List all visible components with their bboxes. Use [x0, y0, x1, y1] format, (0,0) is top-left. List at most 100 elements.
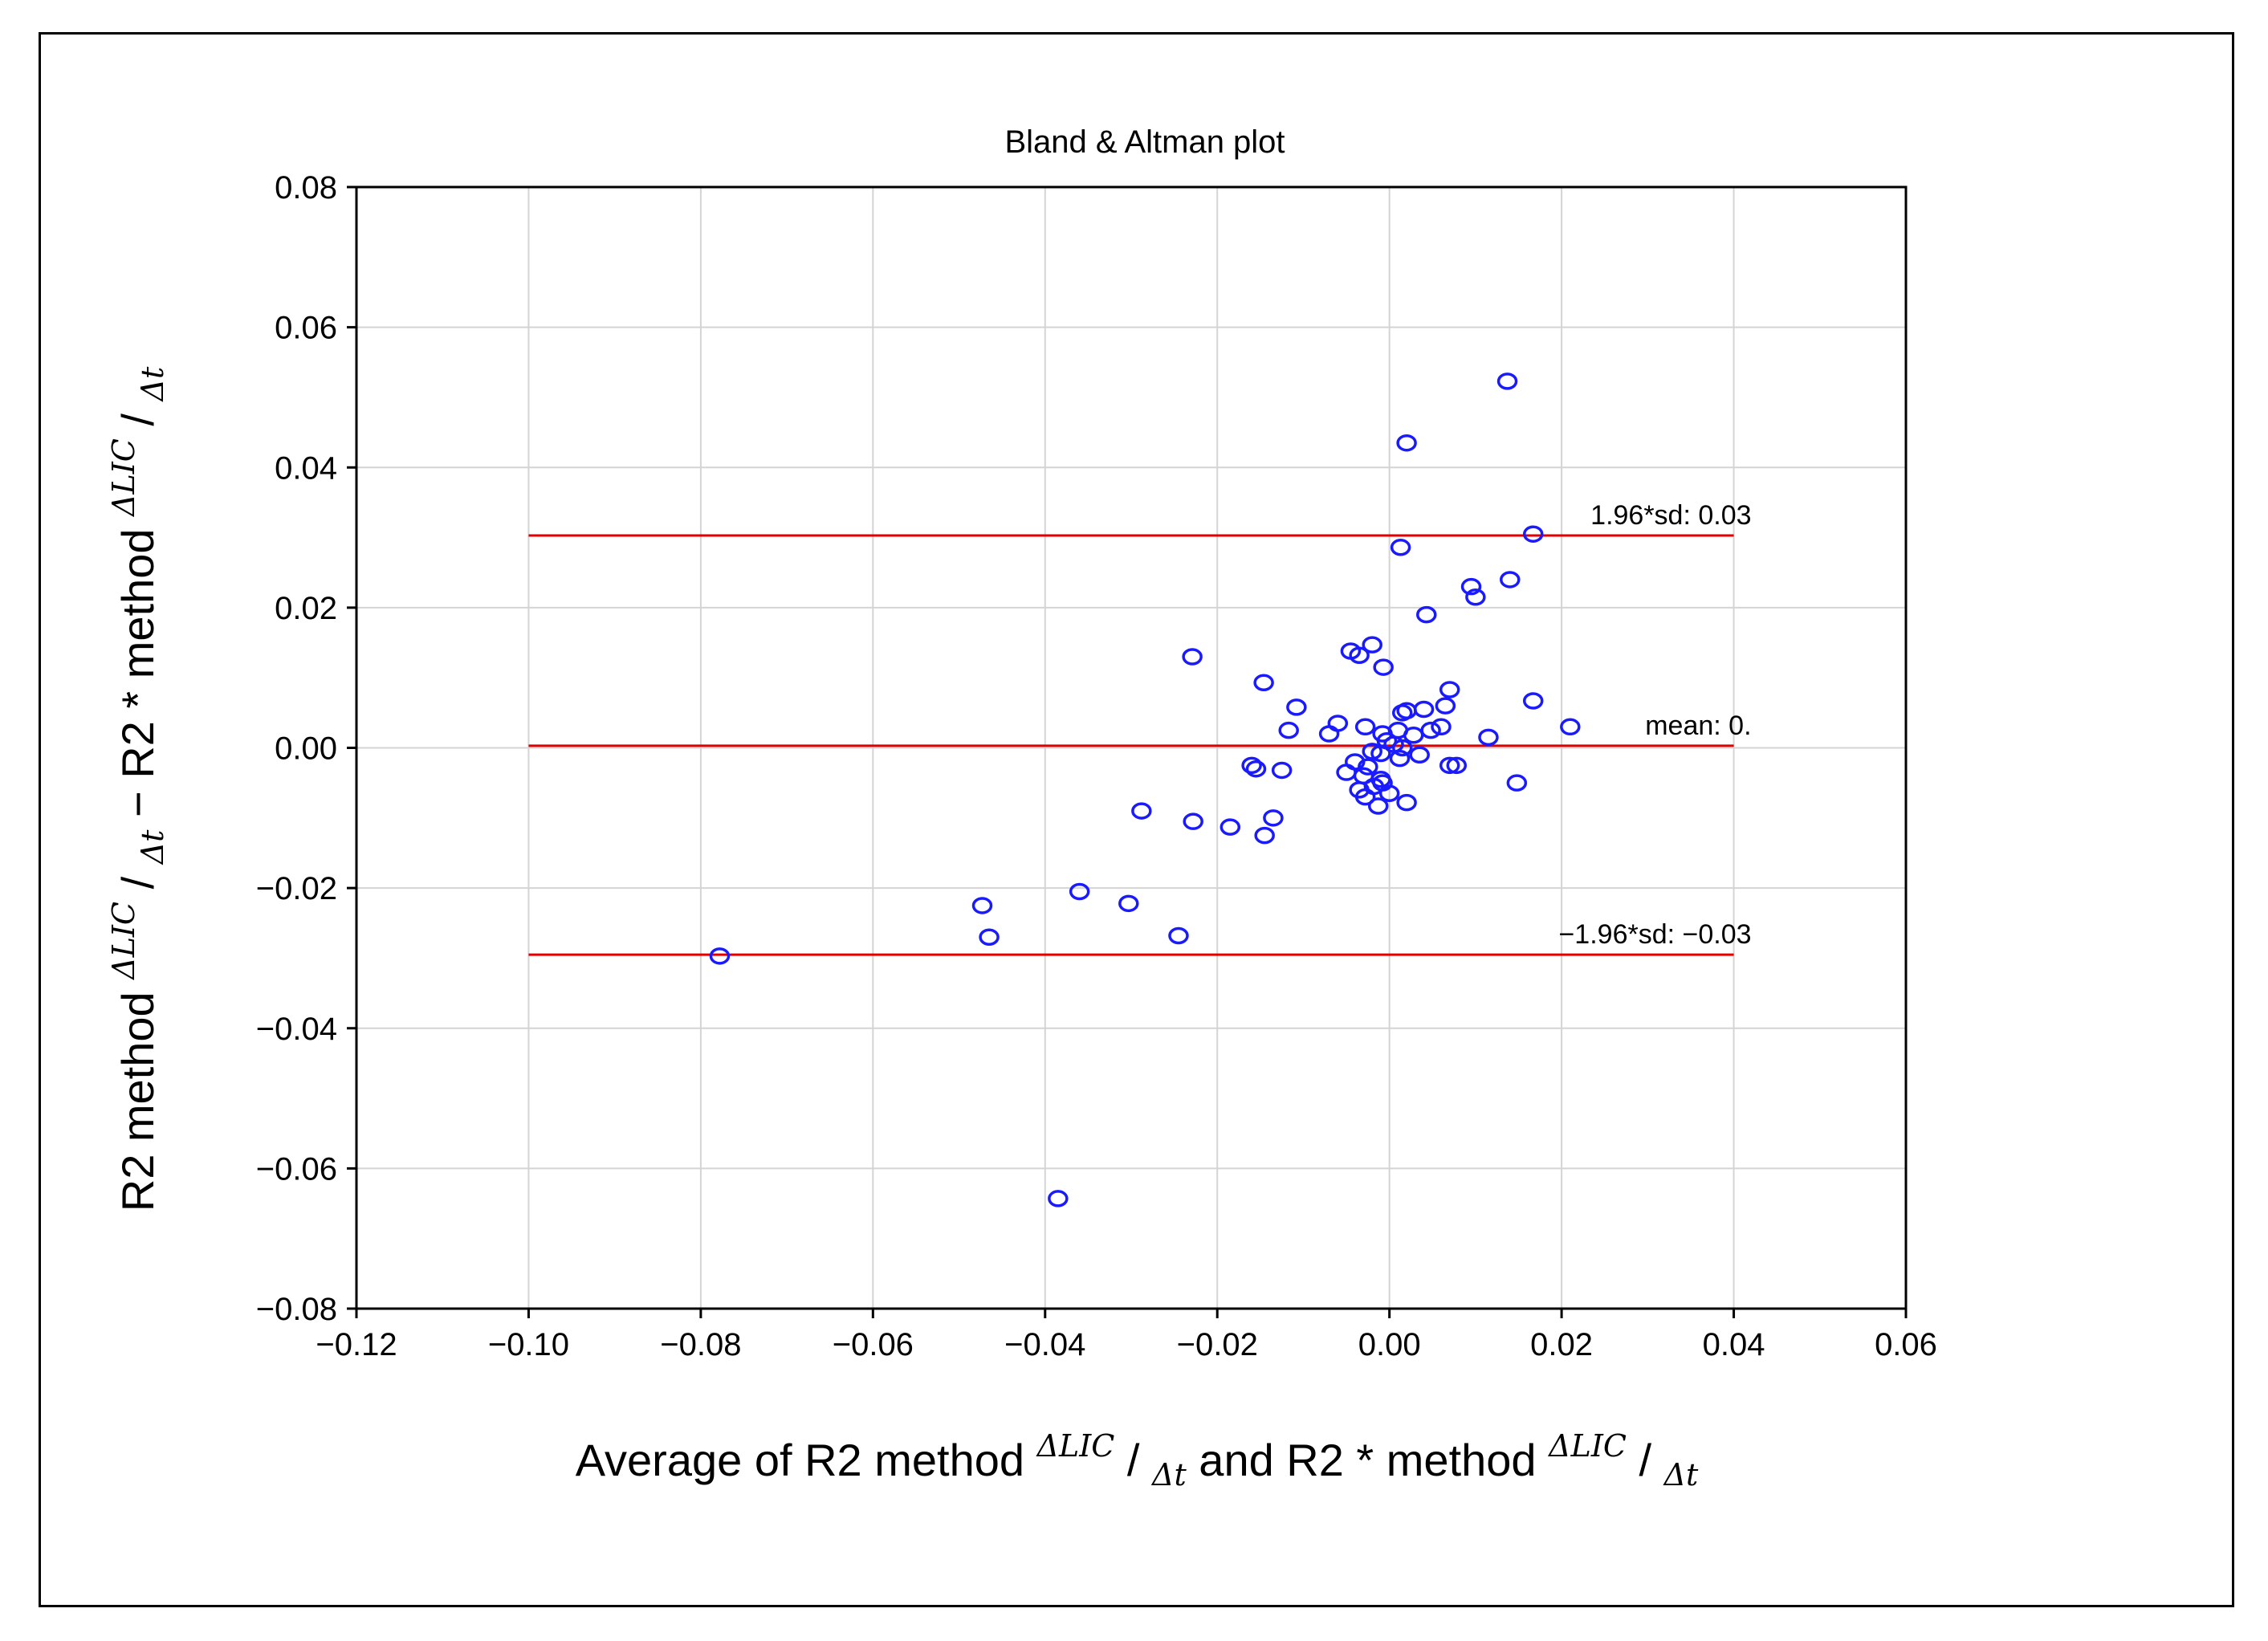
- data-point: [1439, 681, 1460, 698]
- data-point: [1367, 797, 1389, 815]
- y-tick-label: 0.02: [275, 591, 337, 626]
- data-point: [1370, 744, 1391, 763]
- data-point: [1245, 759, 1267, 778]
- data-point: [1354, 788, 1376, 806]
- y-axis-title-denominator-2: Δt: [135, 366, 170, 402]
- data-point: [1336, 763, 1357, 781]
- data-point: [1286, 698, 1307, 716]
- y-axis-title-numerator: ΔLIC: [106, 902, 141, 981]
- data-point: [1278, 721, 1299, 739]
- x-tick-label: −0.10: [488, 1327, 569, 1362]
- x-tick-label: −0.06: [833, 1327, 914, 1362]
- x-tick-label: 0.04: [1703, 1327, 1765, 1362]
- data-point: [1478, 728, 1499, 747]
- data-point: [709, 947, 731, 965]
- x-axis-title-numerator: ΔLIC: [1036, 1428, 1115, 1464]
- upper-limit-label: 1.96*sd: 0.03: [1590, 500, 1751, 531]
- data-point: [1446, 756, 1468, 775]
- data-point: [1413, 700, 1435, 719]
- data-point: [1396, 793, 1417, 812]
- x-axis-title-denominator: Δt: [1150, 1457, 1187, 1492]
- data-point: [1409, 746, 1430, 763]
- data-point: [1392, 739, 1413, 757]
- lower-limit-label: −1.96*sd: −0.03: [1558, 919, 1751, 950]
- data-point: [1496, 373, 1518, 390]
- data-point: [1069, 882, 1090, 901]
- y-axis-title-numerator-2: ΔLIC: [106, 438, 141, 518]
- data-point: [1390, 539, 1411, 556]
- x-tick-label: −0.04: [1004, 1327, 1085, 1362]
- y-tick-label: −0.04: [256, 1012, 337, 1047]
- data-point: [1048, 1190, 1069, 1207]
- mean-label: mean: 0.: [1645, 711, 1751, 741]
- x-axis-ticks: −0.12 −0.10 −0.08 −0.06 −0.04 −0.02 0.00 0.02 0.…: [316, 1309, 1937, 1362]
- y-tick-label: −0.02: [256, 871, 337, 906]
- data-point: [979, 928, 1000, 946]
- data-point: [1327, 715, 1349, 732]
- data-point: [1168, 926, 1189, 945]
- data-point: [1253, 674, 1274, 692]
- data-point: [1465, 588, 1486, 606]
- x-axis-title-prefix: Average of R2 method: [576, 1435, 1037, 1485]
- y-axis-ticks: 0.08 0.06 0.04 0.02 0.00 −0.02 −0.04 −0.06 −0.08: [256, 170, 356, 1327]
- data-point: [1506, 774, 1528, 792]
- y-tick-label: −0.06: [256, 1151, 337, 1187]
- data-point: [1420, 721, 1441, 739]
- data-point: [1373, 658, 1394, 676]
- data-point: [1318, 725, 1340, 743]
- data-point: [1403, 727, 1424, 744]
- x-tick-label: 0.02: [1530, 1327, 1593, 1362]
- y-tick-label: 0.00: [275, 731, 337, 767]
- x-axis-title-denominator-2: Δt: [1663, 1457, 1699, 1492]
- y-axis-title-denominator: Δt: [135, 829, 170, 865]
- y-tick-label: 0.08: [275, 170, 337, 206]
- x-tick-label: 0.06: [1875, 1327, 1937, 1362]
- data-point: [1560, 718, 1581, 736]
- y-axis-title-prefix: R2 method: [112, 979, 163, 1212]
- data-points: [709, 373, 1581, 1207]
- data-point: [1439, 756, 1460, 775]
- x-axis-title-middle: and R2 * method: [1199, 1435, 1549, 1485]
- data-point: [1358, 758, 1378, 776]
- chart-title: Bland & Altman plot: [1004, 124, 1285, 160]
- data-point: [1522, 692, 1544, 710]
- data-point: [1460, 577, 1482, 596]
- data-point: [1118, 894, 1139, 913]
- data-point: [1354, 718, 1376, 736]
- data-point: [1183, 812, 1203, 830]
- x-tick-label: −0.08: [660, 1327, 741, 1362]
- y-tick-label: 0.04: [275, 450, 337, 486]
- data-point: [1522, 525, 1544, 543]
- data-point: [1220, 818, 1241, 836]
- data-point: [971, 897, 993, 914]
- data-point: [1131, 802, 1152, 820]
- x-axis-title-numerator-2: ΔLIC: [1547, 1428, 1627, 1464]
- data-point: [1392, 704, 1413, 722]
- y-tick-label: 0.06: [275, 311, 337, 346]
- data-point: [1271, 761, 1293, 780]
- reference-line-labels: 1.96*sd: 0.03 mean: 0. −1.96*sd: −0.03: [1558, 500, 1751, 950]
- data-point: [1349, 646, 1370, 664]
- data-point: [1500, 571, 1521, 588]
- y-axis-title: R2 method ΔLIC / Δt − R2 * method ΔLIC /…: [93, 366, 173, 1211]
- data-point: [1396, 434, 1417, 452]
- data-point: [1362, 743, 1382, 760]
- x-axis-title: Average of R2 method ΔLIC / Δt and R2 * …: [576, 1415, 1699, 1495]
- y-axis-title-middle: − R2 * method: [112, 516, 163, 817]
- bland-altman-chart: Bland & Altman plot 1.96*sd: 0.03 mean: 0…: [93, 124, 1937, 1495]
- data-point: [1362, 636, 1382, 654]
- grid: [356, 187, 1906, 1309]
- data-point: [1416, 605, 1437, 624]
- x-tick-label: 0.00: [1358, 1327, 1421, 1362]
- x-tick-label: −0.02: [1177, 1327, 1258, 1362]
- data-point: [1378, 784, 1400, 803]
- reference-lines: [528, 534, 1734, 956]
- data-point: [1389, 749, 1411, 768]
- data-point: [1263, 809, 1284, 827]
- data-point: [1182, 648, 1203, 666]
- data-point: [1435, 697, 1456, 715]
- figure-frame: Bland & Altman plot 1.96*sd: 0.03 mean: 0…: [39, 32, 2234, 1607]
- y-tick-label: −0.08: [256, 1292, 337, 1327]
- x-tick-label: −0.12: [316, 1327, 397, 1362]
- data-point: [1241, 756, 1262, 775]
